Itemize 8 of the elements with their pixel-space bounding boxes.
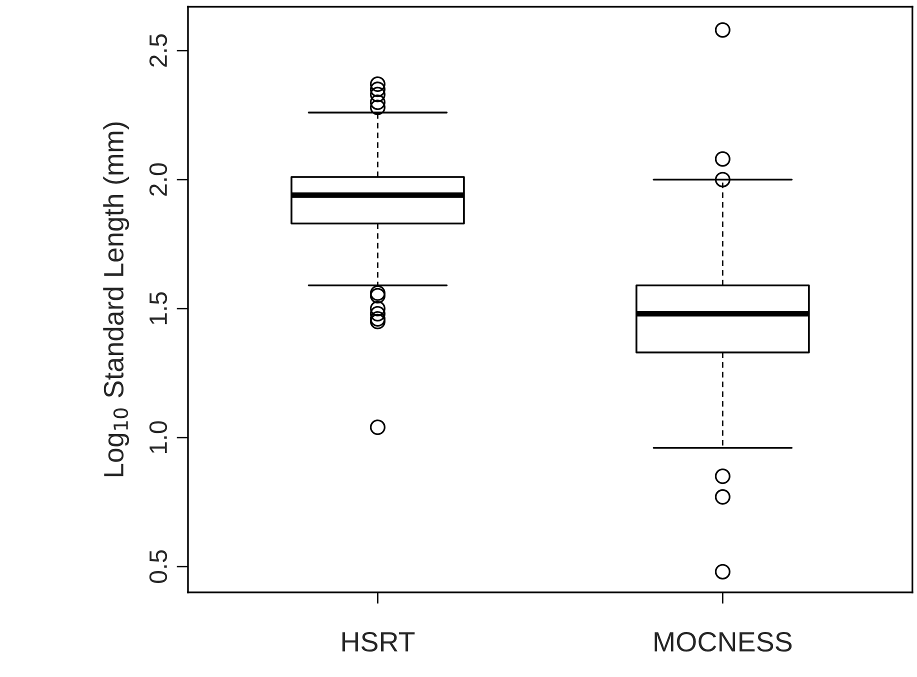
y-tick-label: 0.5: [149, 550, 168, 583]
y-tick-label: 1.5: [150, 292, 168, 324]
y-tick-label: 1.0: [149, 421, 168, 454]
y-tick-label: 2.5: [149, 34, 168, 67]
y-tick-label: 2.0: [149, 163, 168, 196]
x-tick-label: MOCNESS: [654, 632, 792, 652]
y-axis-title: Log$_{10}$ Standard Length (mm): [103, 122, 130, 476]
x-tick-label: HSRT: [342, 632, 415, 652]
